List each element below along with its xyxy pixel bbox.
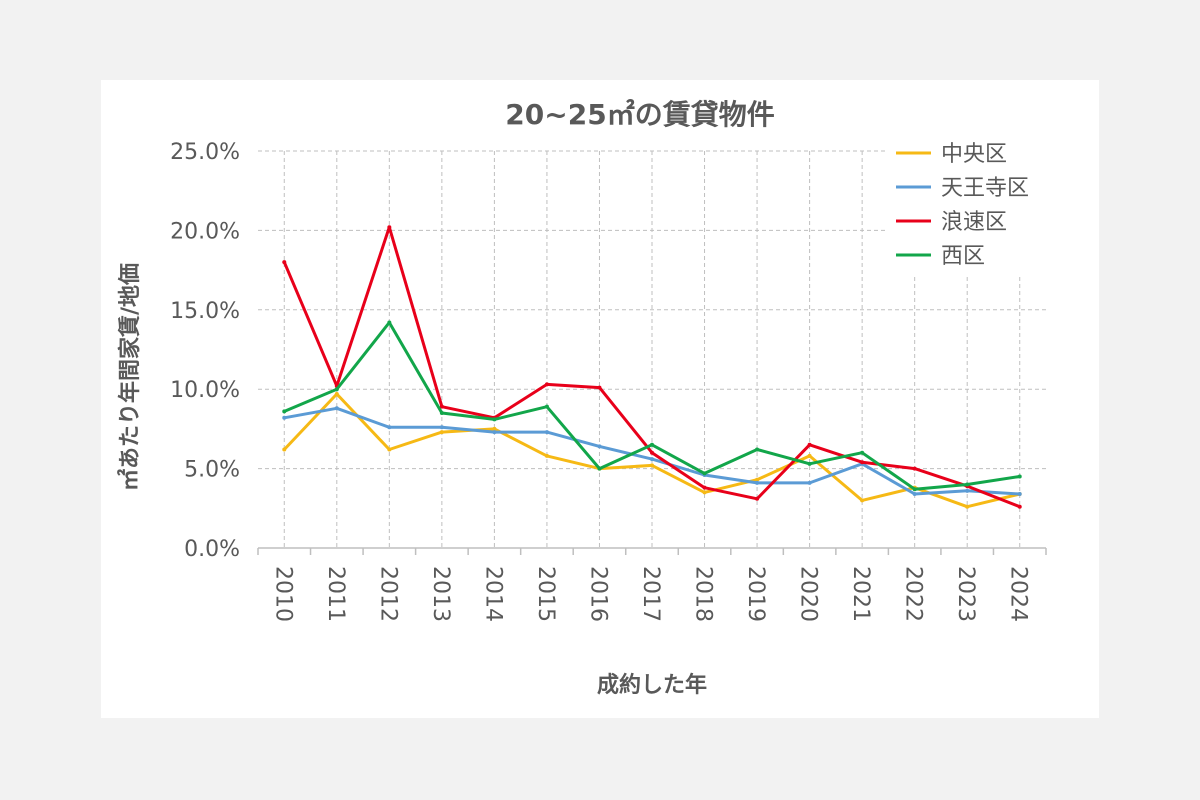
data-point [755, 477, 760, 482]
data-point [492, 426, 497, 431]
y-tick-label: 10.0% [170, 378, 240, 403]
legend-label: 浪速区 [941, 210, 1007, 235]
x-tick-label: 2012 [375, 566, 400, 622]
y-axis-ticks: 0.0% 5.0% 10.0% 15.0% 20.0% 25.0% [170, 140, 240, 562]
data-point [492, 430, 497, 435]
x-tick-label: 2011 [323, 566, 348, 622]
data-point [1017, 492, 1022, 497]
data-point [387, 447, 392, 452]
data-point [492, 417, 497, 422]
data-point [650, 442, 654, 447]
data-point [597, 385, 602, 390]
series-lines [282, 225, 1022, 509]
x-tick-label: 2020 [796, 566, 821, 622]
y-tick-label: 25.0% [170, 140, 240, 165]
x-tick-label: 2010 [270, 566, 295, 622]
data-point [282, 409, 287, 414]
data-point [702, 471, 707, 476]
data-point [912, 466, 917, 471]
legend-label: 天王寺区 [941, 176, 1029, 201]
data-point [755, 447, 760, 452]
y-tick-label: 0.0% [184, 537, 240, 562]
y-axis-title: ㎡あたり年間家賃/地価 [117, 263, 143, 491]
data-point [860, 450, 865, 455]
x-tick-label: 2022 [901, 566, 926, 622]
data-point [912, 492, 917, 497]
data-point [1017, 504, 1022, 509]
y-tick-label: 5.0% [184, 458, 240, 483]
data-point [439, 411, 444, 416]
data-point [807, 480, 812, 485]
chart-card: 20~25㎡の賃貸物件 0.0% 5.0% 10.0% 15.0% 20.0% 25.0%… [101, 80, 1099, 718]
data-point [650, 457, 654, 462]
x-tick-label: 2024 [1006, 566, 1031, 622]
data-point [544, 453, 549, 458]
data-point [597, 444, 602, 449]
x-tick-label: 2013 [428, 566, 453, 622]
data-point [334, 387, 339, 392]
legend-label: 中央区 [941, 142, 1007, 167]
x-tick-label: 2014 [480, 566, 505, 622]
x-tick-label: 2019 [743, 566, 768, 622]
series-西区 [282, 320, 1022, 492]
x-tick-label: 2023 [953, 566, 978, 622]
data-point [860, 460, 865, 465]
x-tick-label: 2015 [533, 566, 558, 622]
data-point [282, 447, 287, 452]
data-point [807, 461, 812, 466]
data-point [282, 415, 287, 420]
x-tick-label: 2016 [585, 566, 610, 622]
data-point [965, 482, 970, 487]
data-point [439, 404, 444, 409]
data-point [544, 430, 549, 435]
data-point [702, 485, 707, 490]
data-point [965, 504, 970, 509]
data-point [544, 404, 549, 409]
data-point [387, 225, 392, 230]
data-point [282, 260, 287, 265]
line-chart: 20~25㎡の賃貸物件 0.0% 5.0% 10.0% 15.0% 20.0% 25.0%… [117, 98, 1063, 698]
data-point [387, 320, 392, 325]
data-point [387, 425, 392, 430]
data-point [807, 442, 812, 447]
data-point [439, 425, 444, 430]
data-point [597, 466, 602, 471]
data-point [860, 498, 865, 503]
y-tick-label: 20.0% [170, 219, 240, 244]
y-tick-label: 15.0% [170, 299, 240, 324]
x-tick-label: 2017 [638, 566, 663, 622]
data-point [650, 450, 654, 455]
data-point [965, 488, 970, 493]
data-point [702, 490, 707, 495]
data-point [755, 496, 760, 501]
legend-label: 西区 [941, 244, 985, 269]
chart-title: 20~25㎡の賃貸物件 [505, 98, 774, 131]
x-tick-label: 2021 [848, 566, 873, 622]
data-point [334, 406, 339, 411]
data-point [807, 453, 812, 458]
data-point [650, 463, 654, 468]
data-point [912, 487, 917, 492]
data-point [439, 430, 444, 435]
data-point [1017, 474, 1022, 479]
data-point [755, 480, 760, 485]
x-axis: 2010 2011 2012 2013 2014 2015 2016 2017 2018 2019… [257, 547, 1047, 622]
data-point [544, 382, 549, 387]
data-point [334, 391, 339, 396]
x-axis-title: 成約した年 [597, 672, 707, 698]
legend-background [888, 135, 1063, 277]
x-tick-label: 2018 [691, 566, 716, 622]
